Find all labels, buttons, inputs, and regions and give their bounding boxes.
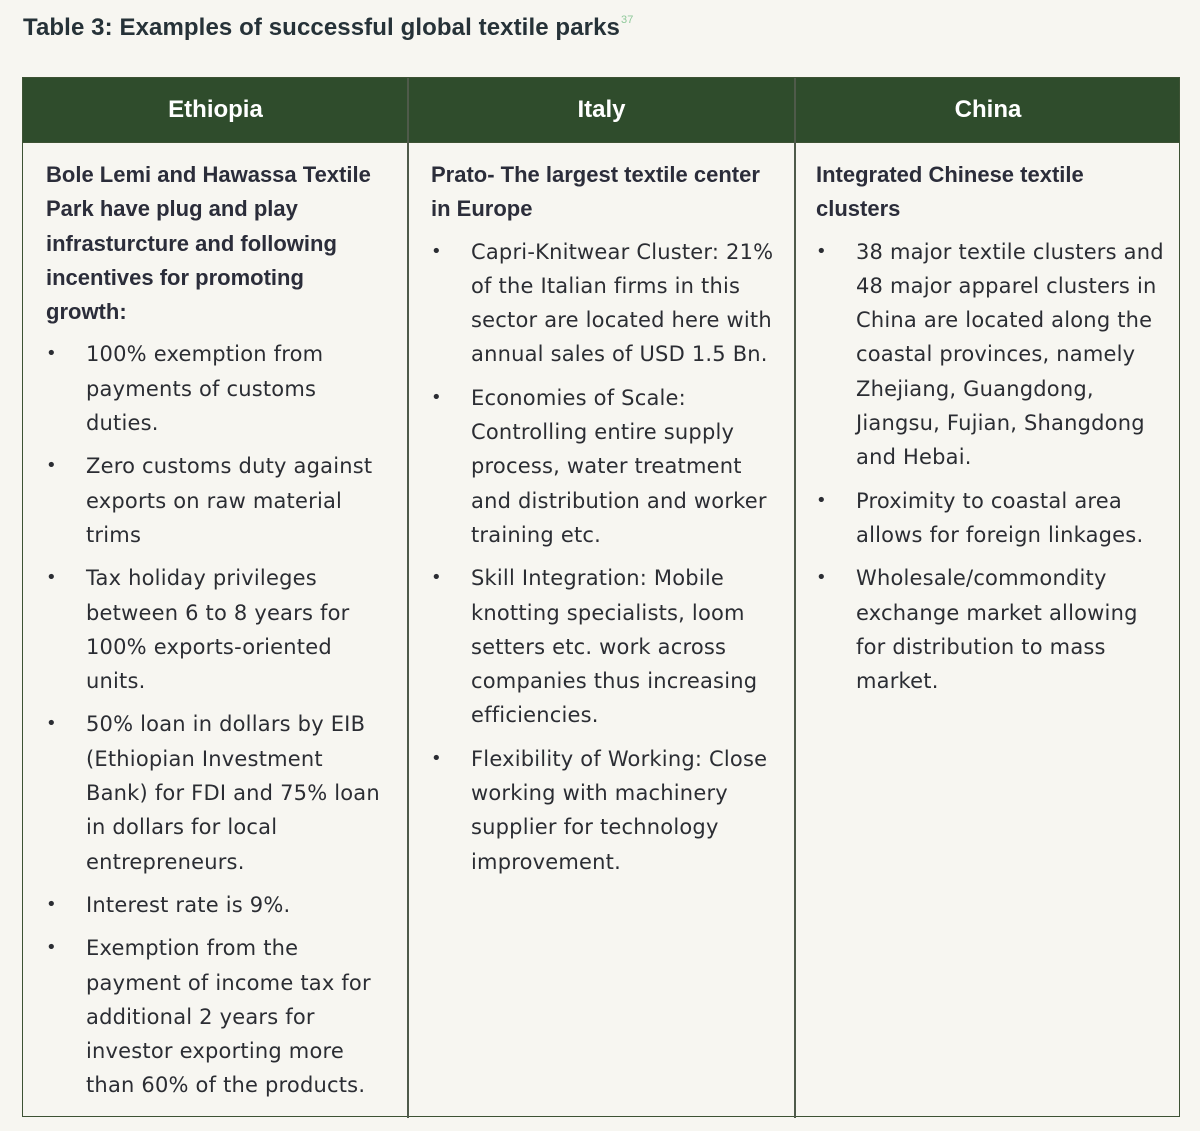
header-italy: Italy (577, 96, 626, 123)
list-item: Flexibility of Working: Close working wi… (431, 742, 781, 879)
cell-china: Integrated Chinese textile clusters 38 m… (816, 158, 1166, 707)
list-item: Wholesale/commondity exchange market all… (816, 561, 1166, 698)
list-item: Economies of Scale: Controlling entire s… (431, 381, 781, 552)
bullet-list: Capri-Knitwear Cluster: 21% of the Itali… (431, 235, 781, 879)
cell-lead: Bole Lemi and Hawassa Textile Park have … (46, 162, 371, 325)
list-item: 38 major textile clusters and 48 major a… (816, 235, 1166, 475)
footnote-ref: 37 (620, 14, 634, 26)
cell-lead: Prato- The largest textile center in Eur… (431, 162, 760, 222)
column-divider (794, 78, 796, 1118)
cell-ethiopia: Bole Lemi and Hawassa Textile Park have … (46, 158, 386, 1112)
column-divider (407, 78, 409, 1118)
header-ethiopia: Ethiopia (168, 96, 263, 123)
list-item: Tax holiday privileges between 6 to 8 ye… (46, 561, 386, 698)
list-item: Capri-Knitwear Cluster: 21% of the Itali… (431, 235, 781, 372)
caption-title: Table 3: Examples of successful global t… (23, 14, 620, 41)
list-item: Exemption from the payment of income tax… (46, 931, 386, 1102)
cell-italy: Prato- The largest textile center in Eur… (431, 158, 781, 888)
textile-parks-table: Ethiopia Italy China Bole Lemi and Hawas… (22, 77, 1180, 1118)
header-china: China (954, 96, 1022, 123)
bullet-list: 38 major textile clusters and 48 major a… (816, 235, 1166, 699)
table-caption: Table 3: Examples of successful global t… (23, 14, 633, 42)
cell-lead: Integrated Chinese textile clusters (816, 162, 1084, 222)
table-header-row: Ethiopia Italy China (23, 78, 1179, 143)
list-item: Interest rate is 9%. (46, 888, 386, 923)
list-item: Zero customs duty against exports on raw… (46, 449, 386, 552)
list-item: Skill Integration: Mobile knotting speci… (431, 561, 781, 732)
list-item: Proximity to coastal area allows for for… (816, 484, 1166, 553)
bullet-list: 100% exemption from payments of customs … (46, 337, 386, 1102)
list-item: 100% exemption from payments of customs … (46, 337, 386, 440)
list-item: 50% loan in dollars by EIB (Ethiopian In… (46, 707, 386, 878)
